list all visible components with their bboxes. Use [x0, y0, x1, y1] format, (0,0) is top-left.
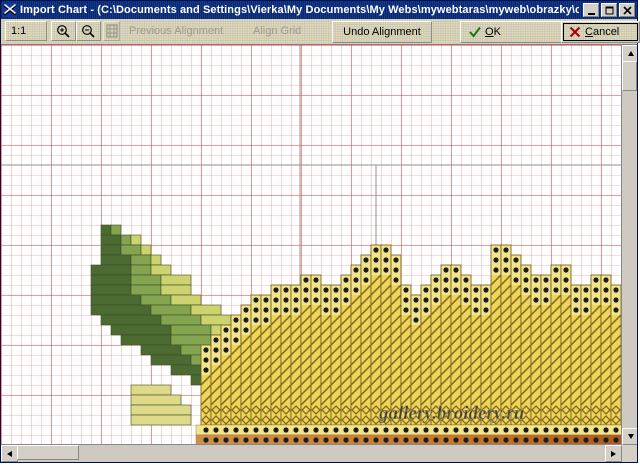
svg-text:gallery.broidery.ru: gallery.broidery.ru: [378, 403, 524, 424]
